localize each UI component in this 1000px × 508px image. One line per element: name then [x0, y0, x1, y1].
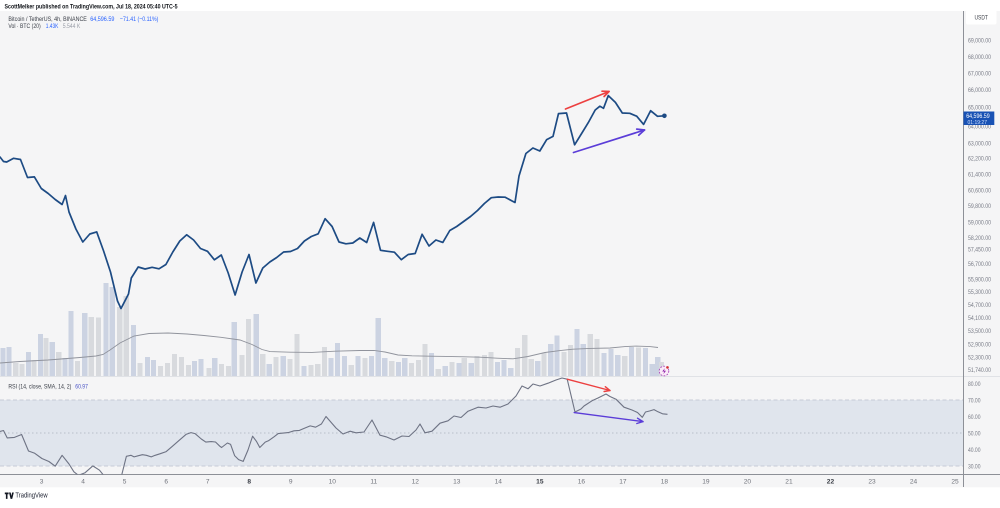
svg-text:5.544 K: 5.544 K	[63, 23, 81, 30]
svg-text:21: 21	[785, 478, 793, 485]
svg-text:25: 25	[951, 478, 959, 485]
svg-text:59,800.00: 59,800.00	[968, 203, 991, 210]
svg-text:17: 17	[619, 478, 627, 485]
svg-text:18: 18	[661, 478, 669, 485]
svg-text:61,400.00: 61,400.00	[968, 171, 991, 178]
svg-text:11: 11	[370, 478, 377, 485]
svg-text:51,740.00: 51,740.00	[968, 367, 991, 374]
svg-text:16: 16	[578, 478, 586, 485]
svg-text:56,700.00: 56,700.00	[968, 261, 991, 268]
svg-text:62,200.00: 62,200.00	[968, 155, 991, 162]
svg-text:64,596.59: 64,596.59	[90, 16, 114, 23]
svg-text:Vol · BTC (20): Vol · BTC (20)	[8, 23, 40, 30]
svg-text:TradingView: TradingView	[15, 492, 48, 499]
svg-text:14: 14	[495, 478, 503, 485]
svg-text:80.00: 80.00	[968, 381, 981, 388]
svg-text:8: 8	[247, 478, 251, 485]
svg-text:22: 22	[827, 478, 835, 485]
svg-text:58,200.00: 58,200.00	[968, 235, 991, 242]
svg-text:40.00: 40.00	[968, 447, 981, 454]
svg-text:55,900.00: 55,900.00	[968, 277, 991, 284]
svg-text:10: 10	[329, 478, 337, 485]
svg-text:54,100.00: 54,100.00	[968, 315, 991, 322]
svg-text:5: 5	[123, 478, 127, 485]
svg-text:20: 20	[744, 478, 752, 485]
svg-text:64,596.59: 64,596.59	[966, 113, 990, 120]
svg-text:64,000.00: 64,000.00	[968, 124, 991, 131]
svg-text:ScottMelker published on Tradi: ScottMelker published on TradingView.com…	[5, 4, 178, 11]
svg-text:9: 9	[289, 478, 293, 485]
svg-text:−71.41 (−0.11%): −71.41 (−0.11%)	[120, 16, 158, 23]
svg-text:Bitcoin / TetherUS, 4h, BINANC: Bitcoin / TetherUS, 4h, BINANCE	[8, 16, 87, 23]
svg-text:67,000.00: 67,000.00	[968, 70, 991, 77]
svg-text:01:19:27: 01:19:27	[968, 120, 988, 126]
svg-text:55,300.00: 55,300.00	[968, 289, 991, 296]
svg-text:60.97: 60.97	[75, 383, 88, 390]
svg-text:15: 15	[536, 478, 544, 485]
svg-text:70.00: 70.00	[968, 397, 981, 404]
svg-text:63,000.00: 63,000.00	[968, 140, 991, 147]
svg-text:12: 12	[412, 478, 420, 485]
svg-text:52,900.00: 52,900.00	[968, 341, 991, 348]
svg-text:7: 7	[206, 478, 210, 485]
svg-text:23: 23	[868, 478, 876, 485]
svg-text:60.00: 60.00	[968, 414, 981, 421]
svg-text:4: 4	[81, 478, 85, 485]
svg-text:RSI (14, close, SMA, 14, 2): RSI (14, close, SMA, 14, 2)	[8, 383, 71, 390]
svg-text:65,000.00: 65,000.00	[968, 104, 991, 111]
svg-text:60,600.00: 60,600.00	[968, 187, 991, 194]
svg-text:30.00: 30.00	[968, 463, 981, 470]
svg-text:3: 3	[40, 478, 44, 485]
svg-text:68,000.00: 68,000.00	[968, 54, 991, 61]
svg-text:66,000.00: 66,000.00	[968, 87, 991, 94]
svg-text:1.43K: 1.43K	[46, 23, 59, 30]
svg-text:53,500.00: 53,500.00	[968, 328, 991, 335]
svg-text:57,450.00: 57,450.00	[968, 247, 991, 254]
svg-text:54,700.00: 54,700.00	[968, 302, 991, 309]
svg-text:19: 19	[702, 478, 710, 485]
svg-text:50.00: 50.00	[968, 430, 981, 437]
svg-text:6: 6	[164, 478, 168, 485]
svg-text:13: 13	[453, 478, 461, 485]
svg-text:59,000.00: 59,000.00	[968, 219, 991, 226]
svg-text:USDT: USDT	[974, 15, 988, 22]
svg-text:69,000.00: 69,000.00	[968, 37, 991, 44]
svg-text:52,300.00: 52,300.00	[968, 355, 991, 362]
svg-text:24: 24	[910, 478, 918, 485]
